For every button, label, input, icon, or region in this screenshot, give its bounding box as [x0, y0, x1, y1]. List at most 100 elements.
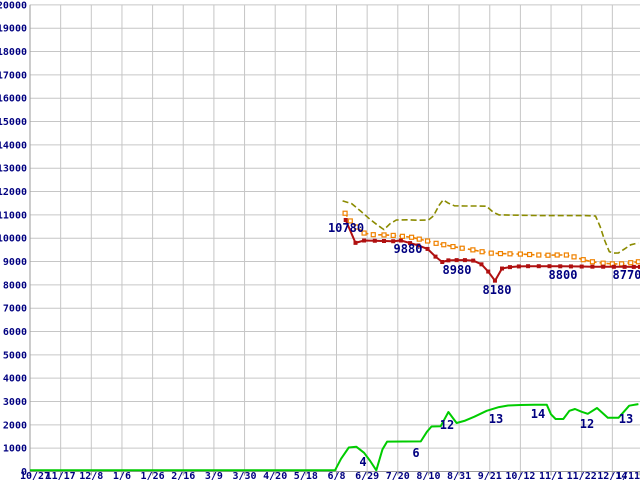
series-orange-marker [635, 259, 640, 265]
x-tick-label: 1/26 [141, 471, 165, 480]
x-tick-label: 12/14 [597, 471, 627, 480]
series-red-marker [536, 264, 541, 269]
x-tick-label: 6/8 [327, 471, 345, 480]
series-red-marker [343, 218, 348, 223]
series-red-marker [408, 241, 413, 246]
series-orange-marker [517, 251, 524, 257]
x-tick-label: 1/11 [616, 471, 640, 480]
series-red-marker [492, 278, 497, 283]
data-label: 13 [619, 412, 633, 426]
series-red-marker [568, 264, 573, 269]
series-red-marker [579, 264, 584, 269]
series-green-line [30, 403, 639, 472]
data-label: 9880 [394, 242, 423, 256]
series-red-marker [372, 238, 377, 243]
series-orange-marker [628, 260, 634, 266]
series-red-marker [637, 264, 640, 269]
series-orange-marker [554, 252, 560, 258]
series-orange-marker [589, 259, 596, 265]
series-red-marker [590, 264, 595, 269]
x-tick-label: 3/9 [205, 471, 223, 480]
series-orange-marker [600, 260, 606, 266]
data-label: 8800 [549, 268, 578, 282]
series-red-marker [398, 238, 403, 243]
x-tick-label: 2/16 [171, 471, 195, 480]
series-orange-marker [433, 240, 439, 246]
x-tick-label: 5/18 [294, 471, 318, 480]
series-orange-marker [545, 252, 551, 258]
x-tick-label: 1/6 [113, 471, 131, 480]
y-tick-label: 7000 [3, 304, 27, 315]
series-red-marker [454, 258, 459, 263]
series-red-marker [416, 243, 421, 248]
x-tick-label: 10/12 [505, 471, 535, 480]
y-tick-label: 16000 [0, 94, 27, 105]
series-red-marker [486, 269, 491, 274]
series-orange-marker [479, 249, 485, 255]
x-tick-label: 3/30 [233, 471, 257, 480]
series-orange-marker [408, 234, 415, 240]
series-olive-line [342, 199, 639, 254]
series-orange-marker [370, 232, 376, 238]
series-orange-marker [399, 233, 405, 239]
x-tick-label: 7/20 [386, 471, 410, 480]
x-tick-label: 10/27 [20, 471, 50, 480]
series-orange-marker [347, 218, 353, 224]
series-orange-marker [416, 236, 422, 242]
x-tick-label: 8/31 [447, 471, 471, 480]
y-tick-label: 13000 [0, 164, 27, 175]
series-orange-marker [424, 238, 431, 244]
y-tick-label: 15000 [0, 117, 27, 128]
y-tick-label: 9000 [3, 257, 27, 268]
data-label: 8980 [443, 263, 472, 277]
series-orange-marker [361, 230, 367, 236]
x-tick-label: 11/1 [539, 471, 563, 480]
y-tick-label: 0 [21, 467, 27, 478]
series-red-marker [622, 264, 627, 269]
series-red-marker [425, 246, 430, 251]
data-label: 6 [412, 446, 419, 460]
y-tick-label: 8000 [3, 280, 27, 291]
y-tick-label: 20000 [0, 0, 27, 11]
series-red-marker [440, 259, 445, 264]
series-red-marker [631, 264, 636, 269]
series-orange-marker [507, 251, 513, 257]
series-red-marker [462, 258, 467, 263]
series-red-marker [446, 258, 451, 263]
series-orange-marker [488, 250, 494, 256]
series-red-marker [362, 238, 367, 243]
series-orange-marker [450, 243, 456, 250]
x-tick-label: 4/20 [263, 471, 287, 480]
y-tick-label: 19000 [0, 24, 27, 35]
series-red-marker [433, 254, 438, 259]
series-orange-marker [342, 210, 348, 216]
data-label: 4 [359, 455, 366, 469]
y-tick-label: 5000 [3, 350, 27, 361]
series-orange-marker [470, 247, 476, 253]
data-label: 14 [531, 407, 545, 421]
series-orange-line [344, 212, 639, 265]
series-red-marker [547, 264, 552, 269]
series-orange-marker [571, 254, 577, 260]
data-label: 12 [580, 417, 594, 431]
y-tick-label: 18000 [0, 47, 27, 58]
y-tick-label: 1000 [3, 444, 27, 455]
data-label: 8180 [483, 283, 512, 297]
series-red-marker [558, 264, 563, 269]
series-red-marker [601, 264, 606, 269]
x-tick-label: 11/22 [567, 471, 597, 480]
series-red-marker [382, 238, 387, 243]
x-tick-label: 6/29 [355, 471, 379, 480]
data-label: 10780 [328, 221, 364, 235]
series-red-marker [507, 265, 512, 270]
y-tick-label: 10000 [0, 234, 27, 245]
y-tick-label: 14000 [0, 140, 27, 151]
series-orange-marker [441, 242, 447, 248]
series-orange-marker [580, 257, 586, 263]
y-tick-label: 4000 [3, 374, 27, 385]
series-orange-marker [353, 224, 360, 230]
data-label: 8770 [613, 268, 640, 282]
y-tick-label: 17000 [0, 70, 27, 81]
y-tick-label: 3000 [3, 397, 27, 408]
